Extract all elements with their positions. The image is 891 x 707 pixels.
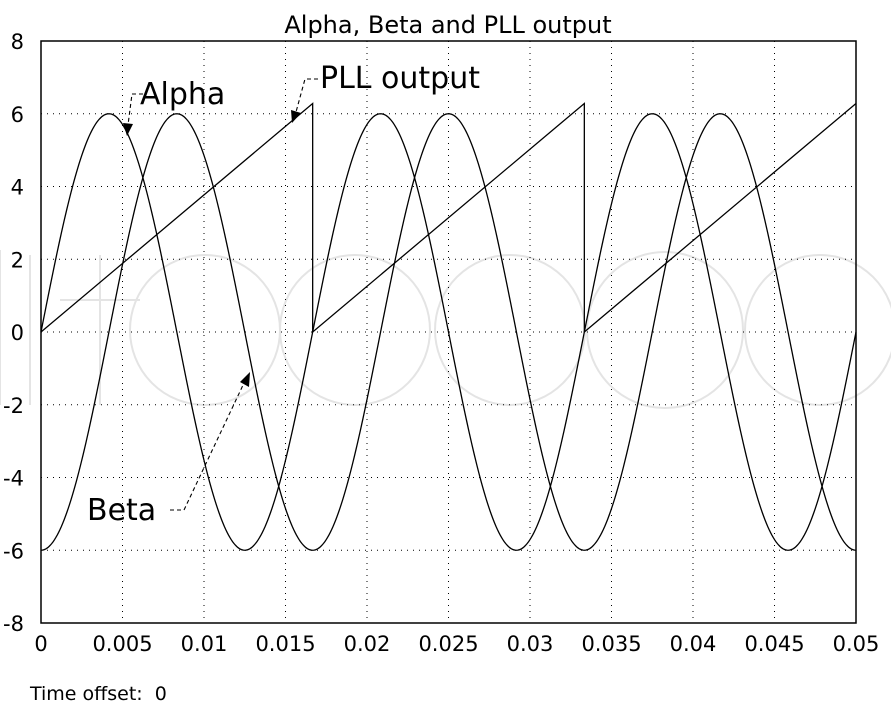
y-tick-label: 6 <box>11 103 24 127</box>
x-tick-label: 0.04 <box>670 632 717 656</box>
y-tick-label: 4 <box>11 176 24 200</box>
annotation-alpha-leader <box>127 93 143 126</box>
x-tick-labels: 0 0.005 0.01 0.015 0.02 0.025 0.03 0.035 0.04 0.0… <box>34 632 879 656</box>
x-tick-label: 0.005 <box>92 632 152 656</box>
x-tick-label: 0.01 <box>181 632 228 656</box>
x-tick-label: 0.015 <box>255 632 315 656</box>
y-tick-label: 0 <box>11 321 24 345</box>
annotation-alpha-arrowhead <box>123 123 133 136</box>
series-layer <box>40 102 857 551</box>
watermark <box>0 250 891 409</box>
annotation-pll-arrowhead <box>291 110 301 123</box>
y-tick-label: 2 <box>11 248 24 272</box>
time-offset-label: Time offset: 0 <box>29 683 167 705</box>
annotation-pll-label: PLL output <box>320 61 480 96</box>
annotation-beta-leader <box>170 382 245 511</box>
annotation-beta: Beta <box>87 372 250 528</box>
y-tick-label: -4 <box>3 467 24 491</box>
x-tick-label: 0.025 <box>418 632 478 656</box>
y-tick-labels: -8 -6 -4 -2 0 2 4 6 8 <box>3 30 24 636</box>
y-tick-label: 8 <box>11 30 24 54</box>
series-pll-output <box>40 102 857 334</box>
x-tick-label: 0.05 <box>833 632 880 656</box>
annotation-pll-leader <box>295 78 318 113</box>
annotation-alpha: Alpha <box>123 77 225 136</box>
x-tick-label: 0.035 <box>581 632 641 656</box>
x-tick-label: 0.045 <box>744 632 804 656</box>
x-tick-label: 0 <box>34 632 47 656</box>
chart-title: Alpha, Beta and PLL output <box>284 11 611 39</box>
annotation-beta-label: Beta <box>87 493 156 528</box>
y-tick-label: -6 <box>3 539 24 563</box>
x-tick-label: 0.02 <box>344 632 391 656</box>
y-tick-label: -2 <box>3 394 24 418</box>
grid <box>41 41 856 623</box>
annotation-pll: PLL output <box>291 61 480 123</box>
series-beta <box>40 113 857 551</box>
x-tick-label: 0.03 <box>507 632 554 656</box>
annotation-alpha-label: Alpha <box>140 77 225 112</box>
annotation-beta-arrowhead <box>240 372 250 387</box>
y-tick-label: -8 <box>3 612 24 636</box>
series-alpha <box>40 113 857 551</box>
